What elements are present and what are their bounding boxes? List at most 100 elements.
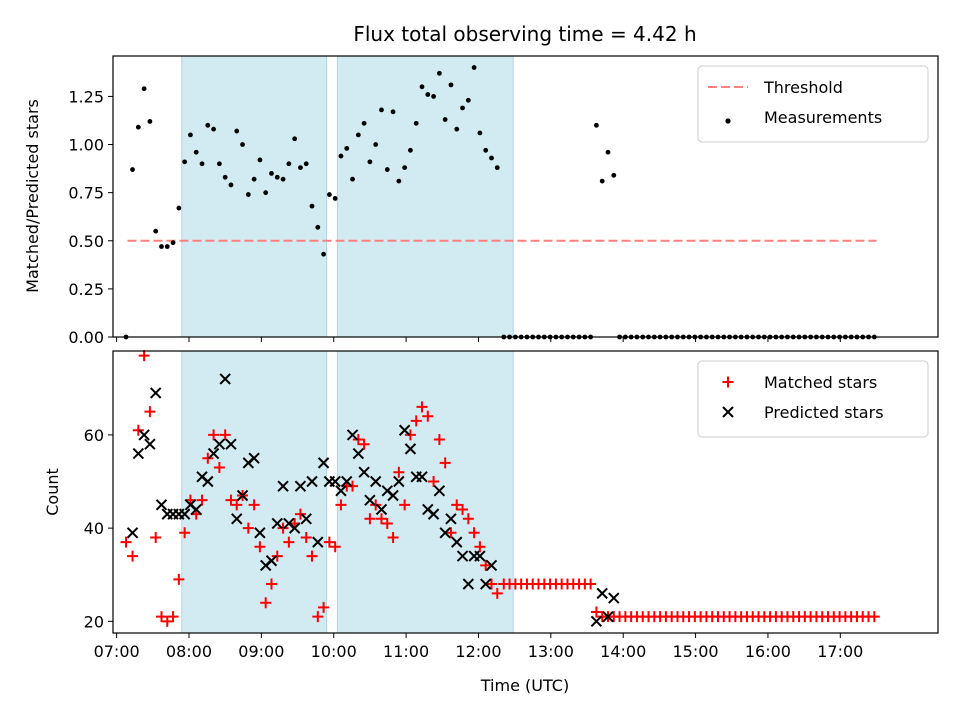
top-point-0-19	[234, 128, 240, 134]
top-legend-box	[697, 65, 929, 143]
bottom-point-1-42	[369, 475, 382, 488]
bottom-point-1-56	[451, 536, 463, 548]
top-point-0-26	[274, 174, 280, 180]
bottom-point-1-62	[485, 559, 498, 572]
top-point-0-59	[465, 97, 471, 103]
top-point-0-5	[153, 228, 159, 234]
x-tick-label-9: 16:00	[745, 642, 791, 661]
bottom-point-1-45	[387, 489, 399, 502]
bottom-point-0-7	[161, 615, 173, 627]
bottom-point-0-18	[225, 494, 237, 506]
bottom-point-1-4	[149, 387, 162, 399]
top-shaded-interval-0	[181, 55, 327, 338]
top-point-0-24	[263, 190, 269, 196]
bottom-point-0-28	[283, 536, 295, 548]
top-point-0-57	[454, 126, 460, 132]
bottom-legend-box	[697, 360, 929, 438]
bottom-point-0-33	[312, 611, 324, 623]
bottom-point-0-54	[433, 434, 445, 446]
top-axes-frame	[112, 55, 939, 338]
bottom-point-1-55	[445, 513, 457, 525]
bottom-point-0-9	[173, 573, 185, 585]
bottom-legend-marker-0	[722, 376, 734, 388]
bottom-point-1-28	[288, 522, 301, 534]
top-point-0-54	[436, 70, 442, 76]
top-point-0-53	[431, 94, 436, 99]
bottom-point-1-66	[608, 592, 620, 604]
top-point-0-2	[135, 124, 141, 130]
top-point-0-23	[257, 157, 263, 163]
bottom-point-0-62	[480, 559, 492, 571]
top-point-0-22	[251, 176, 257, 182]
bottom-point-1-25	[271, 517, 283, 530]
top-point-0-51	[419, 84, 425, 90]
top-panel: 0.00 0.25 0.50 0.75 1.00 1.25 Threshold Measure…	[68, 55, 939, 347]
x-tick-label-0: 07:00	[94, 642, 140, 661]
bottom-point-0-30	[294, 508, 306, 520]
bottom-point-0-35	[323, 536, 335, 548]
bottom-point-0-24	[260, 597, 272, 609]
bottom-point-1-0	[126, 527, 139, 539]
bottom-point-0-55	[439, 457, 451, 469]
bottom-point-0-22	[248, 499, 260, 511]
bottom-point-0-61	[474, 541, 486, 553]
top-point-0-4	[147, 119, 153, 124]
bottom-point-0-42	[364, 513, 376, 525]
top-shaded-interval-1	[336, 55, 514, 338]
bottom-point-0-44	[375, 513, 387, 525]
top-point-0-33	[315, 224, 321, 230]
top-legend-label-1: Measurements	[764, 108, 882, 127]
top-point-0-21	[245, 192, 251, 197]
x-tick-label-3: 10:00	[311, 642, 357, 661]
top-point-0-55	[442, 117, 448, 122]
top-point-0-41	[361, 120, 367, 126]
bottom-point-0-25	[265, 578, 277, 590]
top-point-0-6	[159, 244, 164, 249]
bottom-point-0-17	[219, 429, 231, 441]
top-point-0-58	[460, 105, 465, 111]
top-point-0-46	[390, 109, 396, 115]
bottom-point-1-52	[427, 508, 440, 520]
bottom-point-0-5	[150, 531, 162, 543]
top-y-tick-label-4: 1.00	[68, 136, 104, 155]
x-axis-title: Time (UTC)	[480, 676, 569, 695]
bottom-panel: 07:00 08:00 09:00 10:00 11:00 12:00 13:00 14:00…	[84, 350, 939, 661]
bottom-y-tick-label-0: 20	[84, 612, 104, 631]
bottom-legend-label-0: Matched stars	[764, 373, 877, 392]
top-point-0-83	[605, 149, 611, 155]
bottom-series-0	[120, 350, 880, 627]
bottom-series-1	[126, 373, 620, 628]
bottom-point-0-4	[144, 406, 156, 418]
top-point-0-14	[205, 122, 211, 128]
bottom-point-1-43	[375, 503, 388, 516]
x-tick-label-5: 12:00	[455, 642, 501, 661]
bottom-point-0-34	[318, 601, 330, 613]
bottom-point-1-58	[462, 578, 475, 590]
bottom-point-1-47	[398, 424, 411, 436]
bottom-point-0-48	[399, 499, 411, 511]
top-point-0-3	[141, 86, 147, 92]
bottom-point-0-8	[167, 611, 179, 623]
bottom-point-1-50	[416, 471, 428, 483]
bottom-point-1-18	[231, 513, 243, 525]
top-point-0-35	[326, 192, 332, 197]
bottom-point-0-80	[585, 578, 597, 590]
bottom-point-0-63	[485, 578, 497, 590]
bottom-point-1-33	[317, 457, 330, 469]
bottom-point-0-47	[393, 466, 405, 478]
top-point-0-81	[594, 122, 599, 128]
bottom-point-1-38	[346, 429, 359, 441]
bottom-point-0-14	[202, 452, 214, 464]
bottom-point-0-13	[196, 494, 208, 506]
bottom-point-0-81	[590, 606, 602, 618]
bottom-point-0-21	[242, 522, 254, 534]
bottom-axes-frame	[112, 350, 939, 634]
top-point-0-84	[611, 172, 617, 178]
top-point-0-7	[164, 244, 170, 249]
top-point-0-56	[448, 82, 454, 88]
top-point-0-13	[199, 161, 205, 167]
top-legend-label-0: Threshold	[763, 78, 843, 97]
x-tick-label-2: 09:00	[238, 642, 284, 661]
bottom-point-1-39	[352, 447, 365, 460]
top-point-0-44	[379, 107, 384, 113]
